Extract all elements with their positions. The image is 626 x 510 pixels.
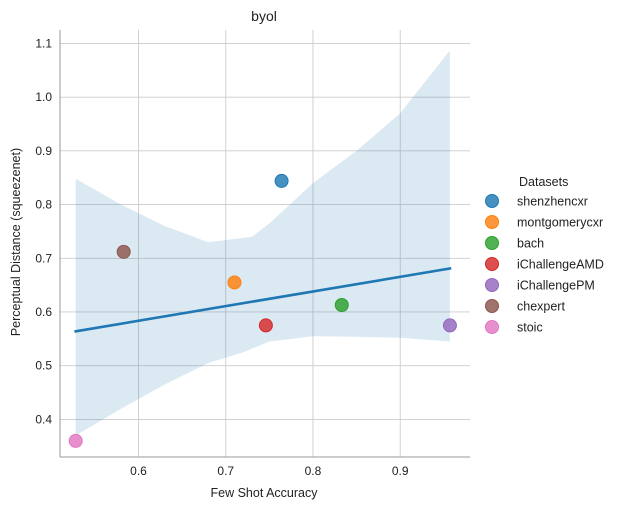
y-axis-label: Perceptual Distance (squeezenet): [9, 148, 23, 336]
y-tick-label: 1.0: [35, 90, 52, 104]
data-point-ichallengepm: [442, 318, 457, 333]
data-point-stoic: [68, 433, 83, 448]
x-tick-label: 0.7: [217, 464, 234, 478]
confidence-band-area: [75, 50, 450, 436]
legend-label-bach: bach: [517, 237, 544, 251]
legend-label-stoic: stoic: [517, 321, 543, 335]
axes: 0.6 0.7 0.8 0.9 0.4 0.5 0.6 0.7 0.8 0.9 1.0 1.1: [35, 30, 470, 478]
data-point-shenzhencxr: [274, 173, 289, 188]
chart-title: byol: [251, 8, 277, 24]
y-tick-label: 0.6: [35, 305, 52, 319]
legend-marker-stoic: [485, 320, 499, 334]
data-points: [68, 173, 457, 448]
y-tick-label: 0.4: [35, 412, 52, 426]
legend-marker-ichallengepm: [485, 278, 499, 292]
legend-marker-ichallengeamd: [485, 257, 499, 271]
y-tick-label: 1.1: [35, 36, 52, 50]
legend-marker-bach: [485, 236, 499, 250]
data-point-bach: [334, 297, 349, 312]
grid: [60, 30, 470, 457]
y-tick-label: 0.8: [35, 198, 52, 212]
y-tick-label: 0.7: [35, 251, 52, 265]
y-tick-label: 0.9: [35, 144, 52, 158]
confidence-band: [75, 50, 450, 436]
data-point-montgomerycxr: [227, 275, 242, 290]
regression-line: [74, 266, 452, 333]
x-tick-label: 0.8: [305, 464, 322, 478]
y-tick-label: 0.5: [35, 359, 52, 373]
x-axis-label: Few Shot Accuracy: [211, 486, 319, 500]
data-point-chexpert: [116, 244, 131, 259]
legend-label-ichallengeamd: iChallengeAMD: [517, 258, 604, 272]
legend-title: Datasets: [519, 175, 568, 189]
legend-label-chexpert: chexpert: [517, 300, 565, 314]
legend-marker-shenzhencxr: [485, 194, 499, 208]
legend: Datasets shenzhencxr montgomerycxr bach iCh…: [485, 175, 604, 335]
legend-marker-montgomerycxr: [485, 215, 499, 229]
regression-line-layer: [74, 266, 452, 333]
legend-label-ichallengepm: iChallengePM: [517, 279, 595, 293]
data-point-ichallengeamd: [258, 318, 273, 333]
x-tick-label: 0.9: [392, 464, 409, 478]
legend-label-shenzhencxr: shenzhencxr: [517, 195, 588, 209]
x-tick-label: 0.6: [130, 464, 147, 478]
legend-marker-chexpert: [485, 299, 499, 313]
legend-label-montgomerycxr: montgomerycxr: [517, 216, 603, 230]
